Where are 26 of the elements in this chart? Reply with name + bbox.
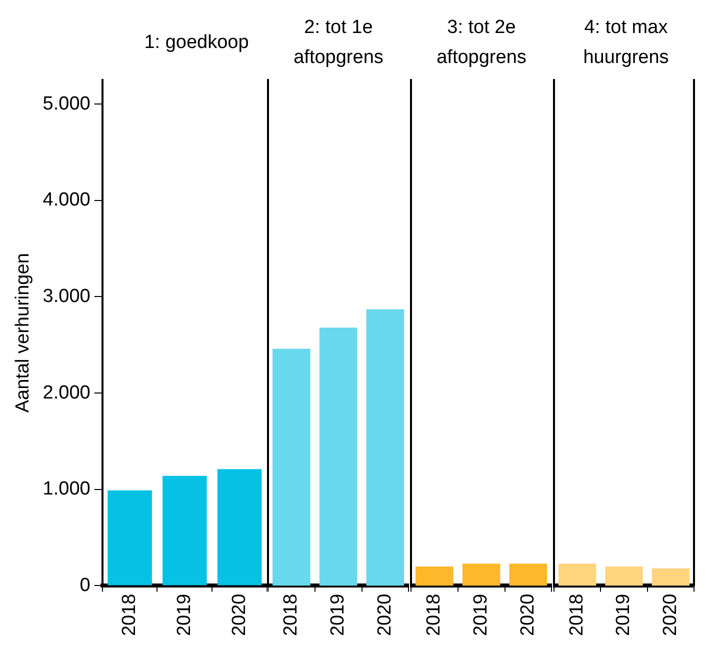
chart-title: 1: goedkoop xyxy=(143,31,250,55)
x-tick-label: 2020 xyxy=(374,594,396,636)
y-tick-label: 0 xyxy=(80,574,90,596)
x-tick-label: 2019 xyxy=(470,594,492,636)
chart-title: 4: tot max huurgrens xyxy=(582,16,670,70)
x-tick-label: 2019 xyxy=(328,594,349,636)
bar xyxy=(162,476,207,586)
x-tick-label: 2020 xyxy=(660,594,681,636)
x-tick-label: 2020 xyxy=(517,594,538,636)
y-tick-label: 2.000 xyxy=(42,382,90,404)
y-tick-label: 5.000 xyxy=(42,93,90,114)
chart-title: 3: tot 2e aftopgrens xyxy=(436,16,528,70)
bar xyxy=(108,490,152,586)
x-tick-label: 2020 xyxy=(228,594,250,636)
bar xyxy=(217,469,262,586)
x-tick-label: 2018 xyxy=(424,594,445,636)
y-tick-label: 1.000 xyxy=(42,478,90,500)
y-tick-label: 3.000 xyxy=(42,286,90,307)
y-axis-title: Aantal verhuringen xyxy=(12,253,34,413)
x-tick-label: 2019 xyxy=(174,594,195,636)
x-tick-label: 2018 xyxy=(566,594,588,636)
x-tick-label: 2018 xyxy=(280,594,302,636)
x-tick-label: 2019 xyxy=(613,594,634,636)
y-tick-label: 4.000 xyxy=(42,190,90,211)
chart-title: 2: tot 1e aftopgrens xyxy=(292,16,384,70)
x-tick-label: 2018 xyxy=(119,594,140,636)
